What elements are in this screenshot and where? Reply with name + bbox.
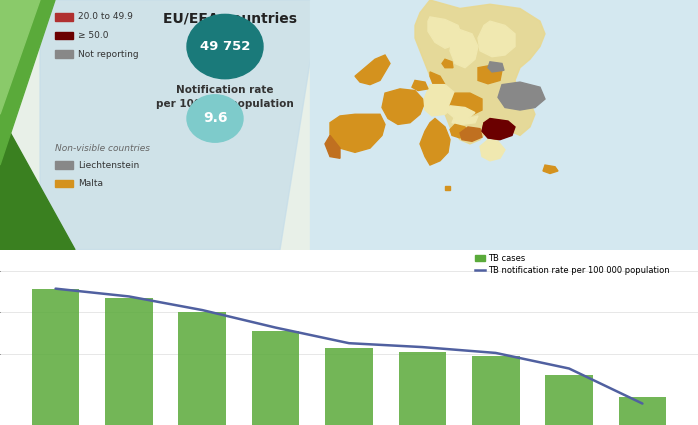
Bar — [105, 298, 153, 425]
Bar — [310, 0, 698, 250]
Polygon shape — [355, 55, 390, 85]
Polygon shape — [450, 30, 478, 68]
Bar — [55, 180, 73, 187]
Polygon shape — [448, 106, 475, 119]
Text: 49 752: 49 752 — [200, 40, 250, 53]
Polygon shape — [488, 62, 504, 72]
Polygon shape — [325, 136, 340, 158]
Polygon shape — [442, 59, 453, 68]
Polygon shape — [445, 186, 450, 190]
Polygon shape — [424, 85, 455, 116]
Bar — [55, 161, 73, 169]
Text: Non-visible countries: Non-visible countries — [55, 144, 150, 153]
Polygon shape — [428, 17, 462, 48]
Bar — [179, 312, 226, 425]
Polygon shape — [543, 165, 558, 173]
Text: 9.6: 9.6 — [202, 111, 228, 125]
Text: EU/EEA countries: EU/EEA countries — [163, 12, 297, 26]
Polygon shape — [382, 89, 425, 125]
Polygon shape — [482, 119, 515, 140]
Bar — [545, 375, 593, 425]
Polygon shape — [452, 116, 478, 125]
Bar — [55, 32, 73, 40]
Bar — [618, 397, 667, 425]
Bar — [31, 289, 80, 425]
Polygon shape — [450, 93, 482, 116]
Polygon shape — [412, 80, 428, 91]
Polygon shape — [420, 119, 450, 165]
Bar — [55, 13, 73, 21]
Text: ≥ 50.0: ≥ 50.0 — [78, 31, 108, 40]
Polygon shape — [460, 127, 482, 142]
Text: Liechtenstein: Liechtenstein — [78, 161, 139, 170]
Bar — [325, 348, 373, 425]
Polygon shape — [478, 21, 515, 57]
Polygon shape — [330, 114, 385, 152]
Bar — [472, 356, 519, 425]
Text: 20.0 to 49.9: 20.0 to 49.9 — [78, 12, 133, 21]
Polygon shape — [0, 0, 40, 114]
Circle shape — [187, 95, 243, 142]
Text: Notification rate
per 100 000 population: Notification rate per 100 000 population — [156, 85, 294, 110]
Polygon shape — [0, 0, 55, 165]
Legend: TB cases, TB notification rate per 100 000 population: TB cases, TB notification rate per 100 0… — [471, 250, 673, 278]
Polygon shape — [478, 65, 502, 84]
Circle shape — [187, 14, 263, 79]
Polygon shape — [450, 125, 468, 138]
Polygon shape — [40, 0, 320, 250]
Polygon shape — [430, 72, 445, 93]
Polygon shape — [480, 140, 505, 161]
Bar — [399, 352, 446, 425]
Polygon shape — [482, 123, 510, 140]
Polygon shape — [498, 82, 545, 110]
Bar — [55, 50, 73, 58]
Text: Malta: Malta — [78, 179, 103, 188]
Text: Not reporting: Not reporting — [78, 50, 139, 59]
Bar — [252, 331, 299, 425]
Polygon shape — [0, 114, 75, 250]
Polygon shape — [415, 0, 545, 144]
